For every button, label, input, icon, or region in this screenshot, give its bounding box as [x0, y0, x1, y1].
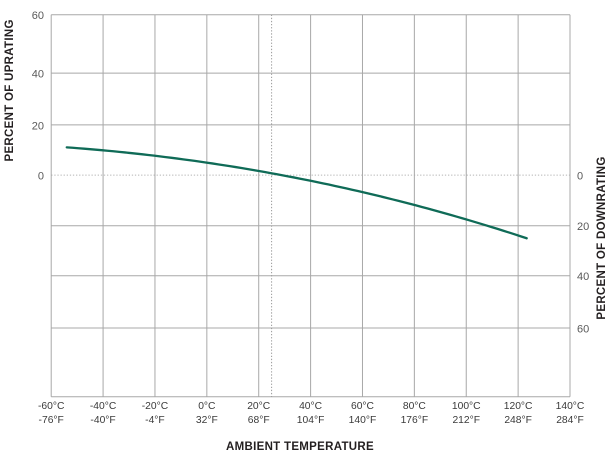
svg-text:-76°F: -76°F	[39, 415, 64, 426]
svg-text:0°C: 0°C	[198, 401, 216, 412]
svg-text:0: 0	[38, 171, 44, 183]
svg-text:20: 20	[577, 221, 589, 233]
svg-text:PERCENT OF UPRATING: PERCENT OF UPRATING	[4, 19, 16, 161]
svg-text:-40°C: -40°C	[90, 401, 117, 412]
svg-text:32°F: 32°F	[196, 415, 218, 426]
svg-text:120°C: 120°C	[504, 401, 533, 412]
svg-text:-4°F: -4°F	[145, 415, 165, 426]
svg-text:20: 20	[32, 120, 44, 132]
svg-text:212°F: 212°F	[452, 415, 480, 426]
svg-text:68°F: 68°F	[248, 415, 270, 426]
svg-text:248°F: 248°F	[504, 415, 532, 426]
svg-text:-20°C: -20°C	[142, 401, 169, 412]
svg-text:60: 60	[32, 10, 44, 22]
svg-text:-60°C: -60°C	[38, 401, 65, 412]
svg-text:140°F: 140°F	[349, 415, 377, 426]
svg-text:60°C: 60°C	[351, 401, 375, 412]
svg-text:0: 0	[577, 171, 583, 183]
svg-text:140°C: 140°C	[556, 401, 585, 412]
svg-text:20°C: 20°C	[247, 401, 271, 412]
svg-text:AMBIENT TEMPERATURE: AMBIENT TEMPERATURE	[226, 441, 374, 453]
svg-text:284°F: 284°F	[556, 415, 584, 426]
svg-text:40: 40	[577, 271, 589, 283]
svg-text:176°F: 176°F	[401, 415, 429, 426]
svg-text:80°C: 80°C	[403, 401, 427, 412]
svg-text:40°C: 40°C	[299, 401, 323, 412]
svg-text:100°C: 100°C	[452, 401, 481, 412]
svg-text:104°F: 104°F	[297, 415, 325, 426]
svg-text:PERCENT OF DOWNRATING: PERCENT OF DOWNRATING	[596, 156, 608, 319]
svg-text:40: 40	[32, 69, 44, 81]
svg-text:60: 60	[577, 323, 589, 335]
svg-text:-40°F: -40°F	[90, 415, 115, 426]
